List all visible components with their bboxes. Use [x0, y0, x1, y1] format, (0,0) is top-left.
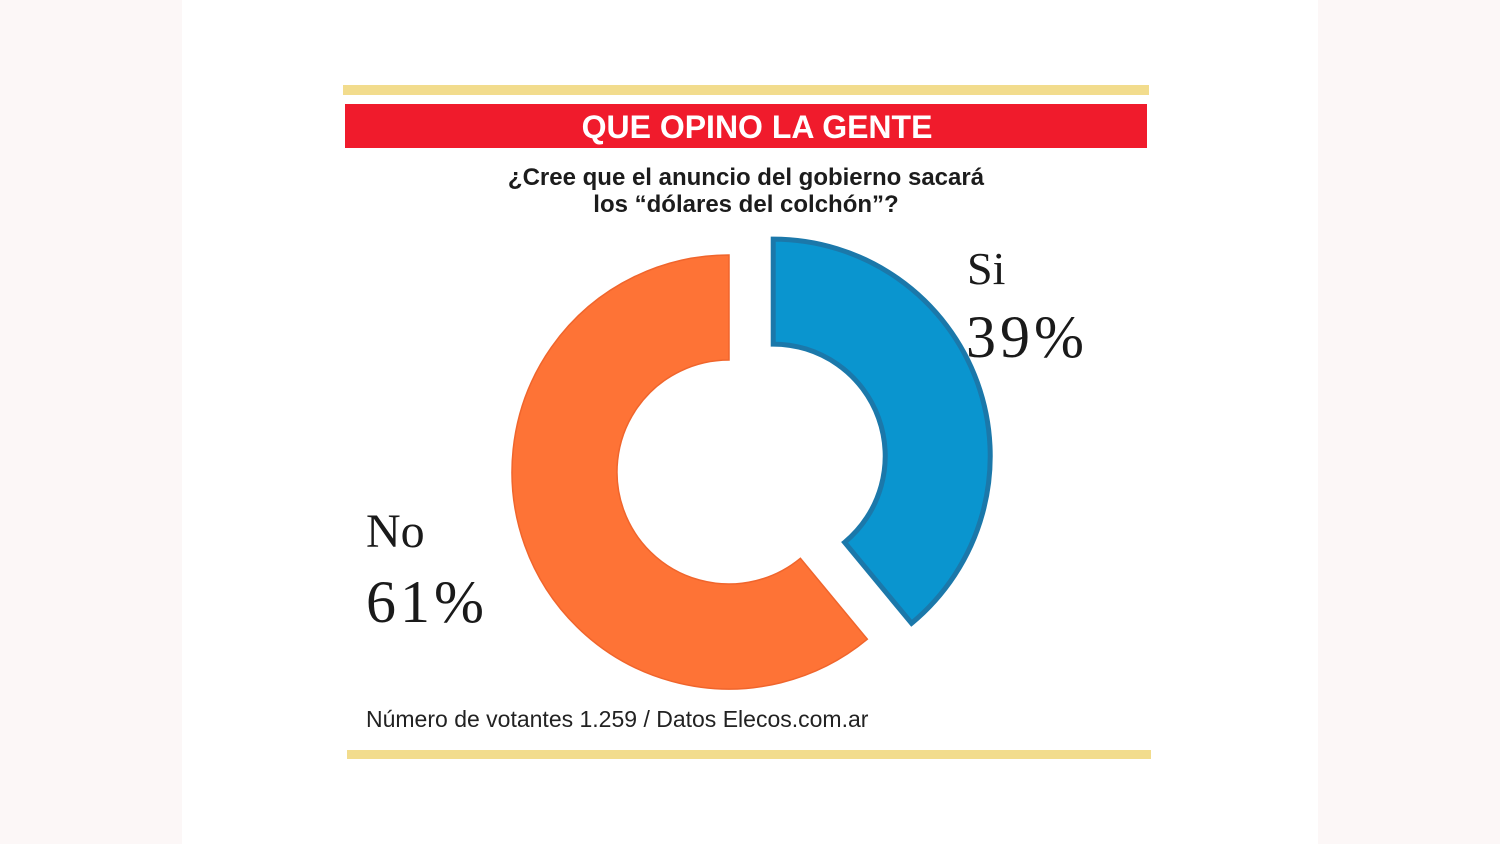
category-label-si: Si	[967, 243, 1006, 294]
data-label-si: 39%	[966, 304, 1088, 370]
category-label-no: No	[366, 505, 425, 558]
slice-no	[511, 254, 869, 690]
source-note: Número de votantes 1.259 / Datos Elecos.…	[366, 706, 869, 732]
data-label-no: 61%	[366, 569, 488, 635]
header-title: QUE OPINO LA GENTE	[581, 109, 933, 145]
donut-slices	[511, 236, 993, 690]
slice-si	[770, 236, 993, 627]
header-bar	[345, 104, 1147, 148]
top-rule	[343, 85, 1149, 95]
chart-title: ¿Cree que el anuncio del gobierno sacará…	[507, 164, 985, 218]
bottom-rule	[347, 750, 1151, 759]
